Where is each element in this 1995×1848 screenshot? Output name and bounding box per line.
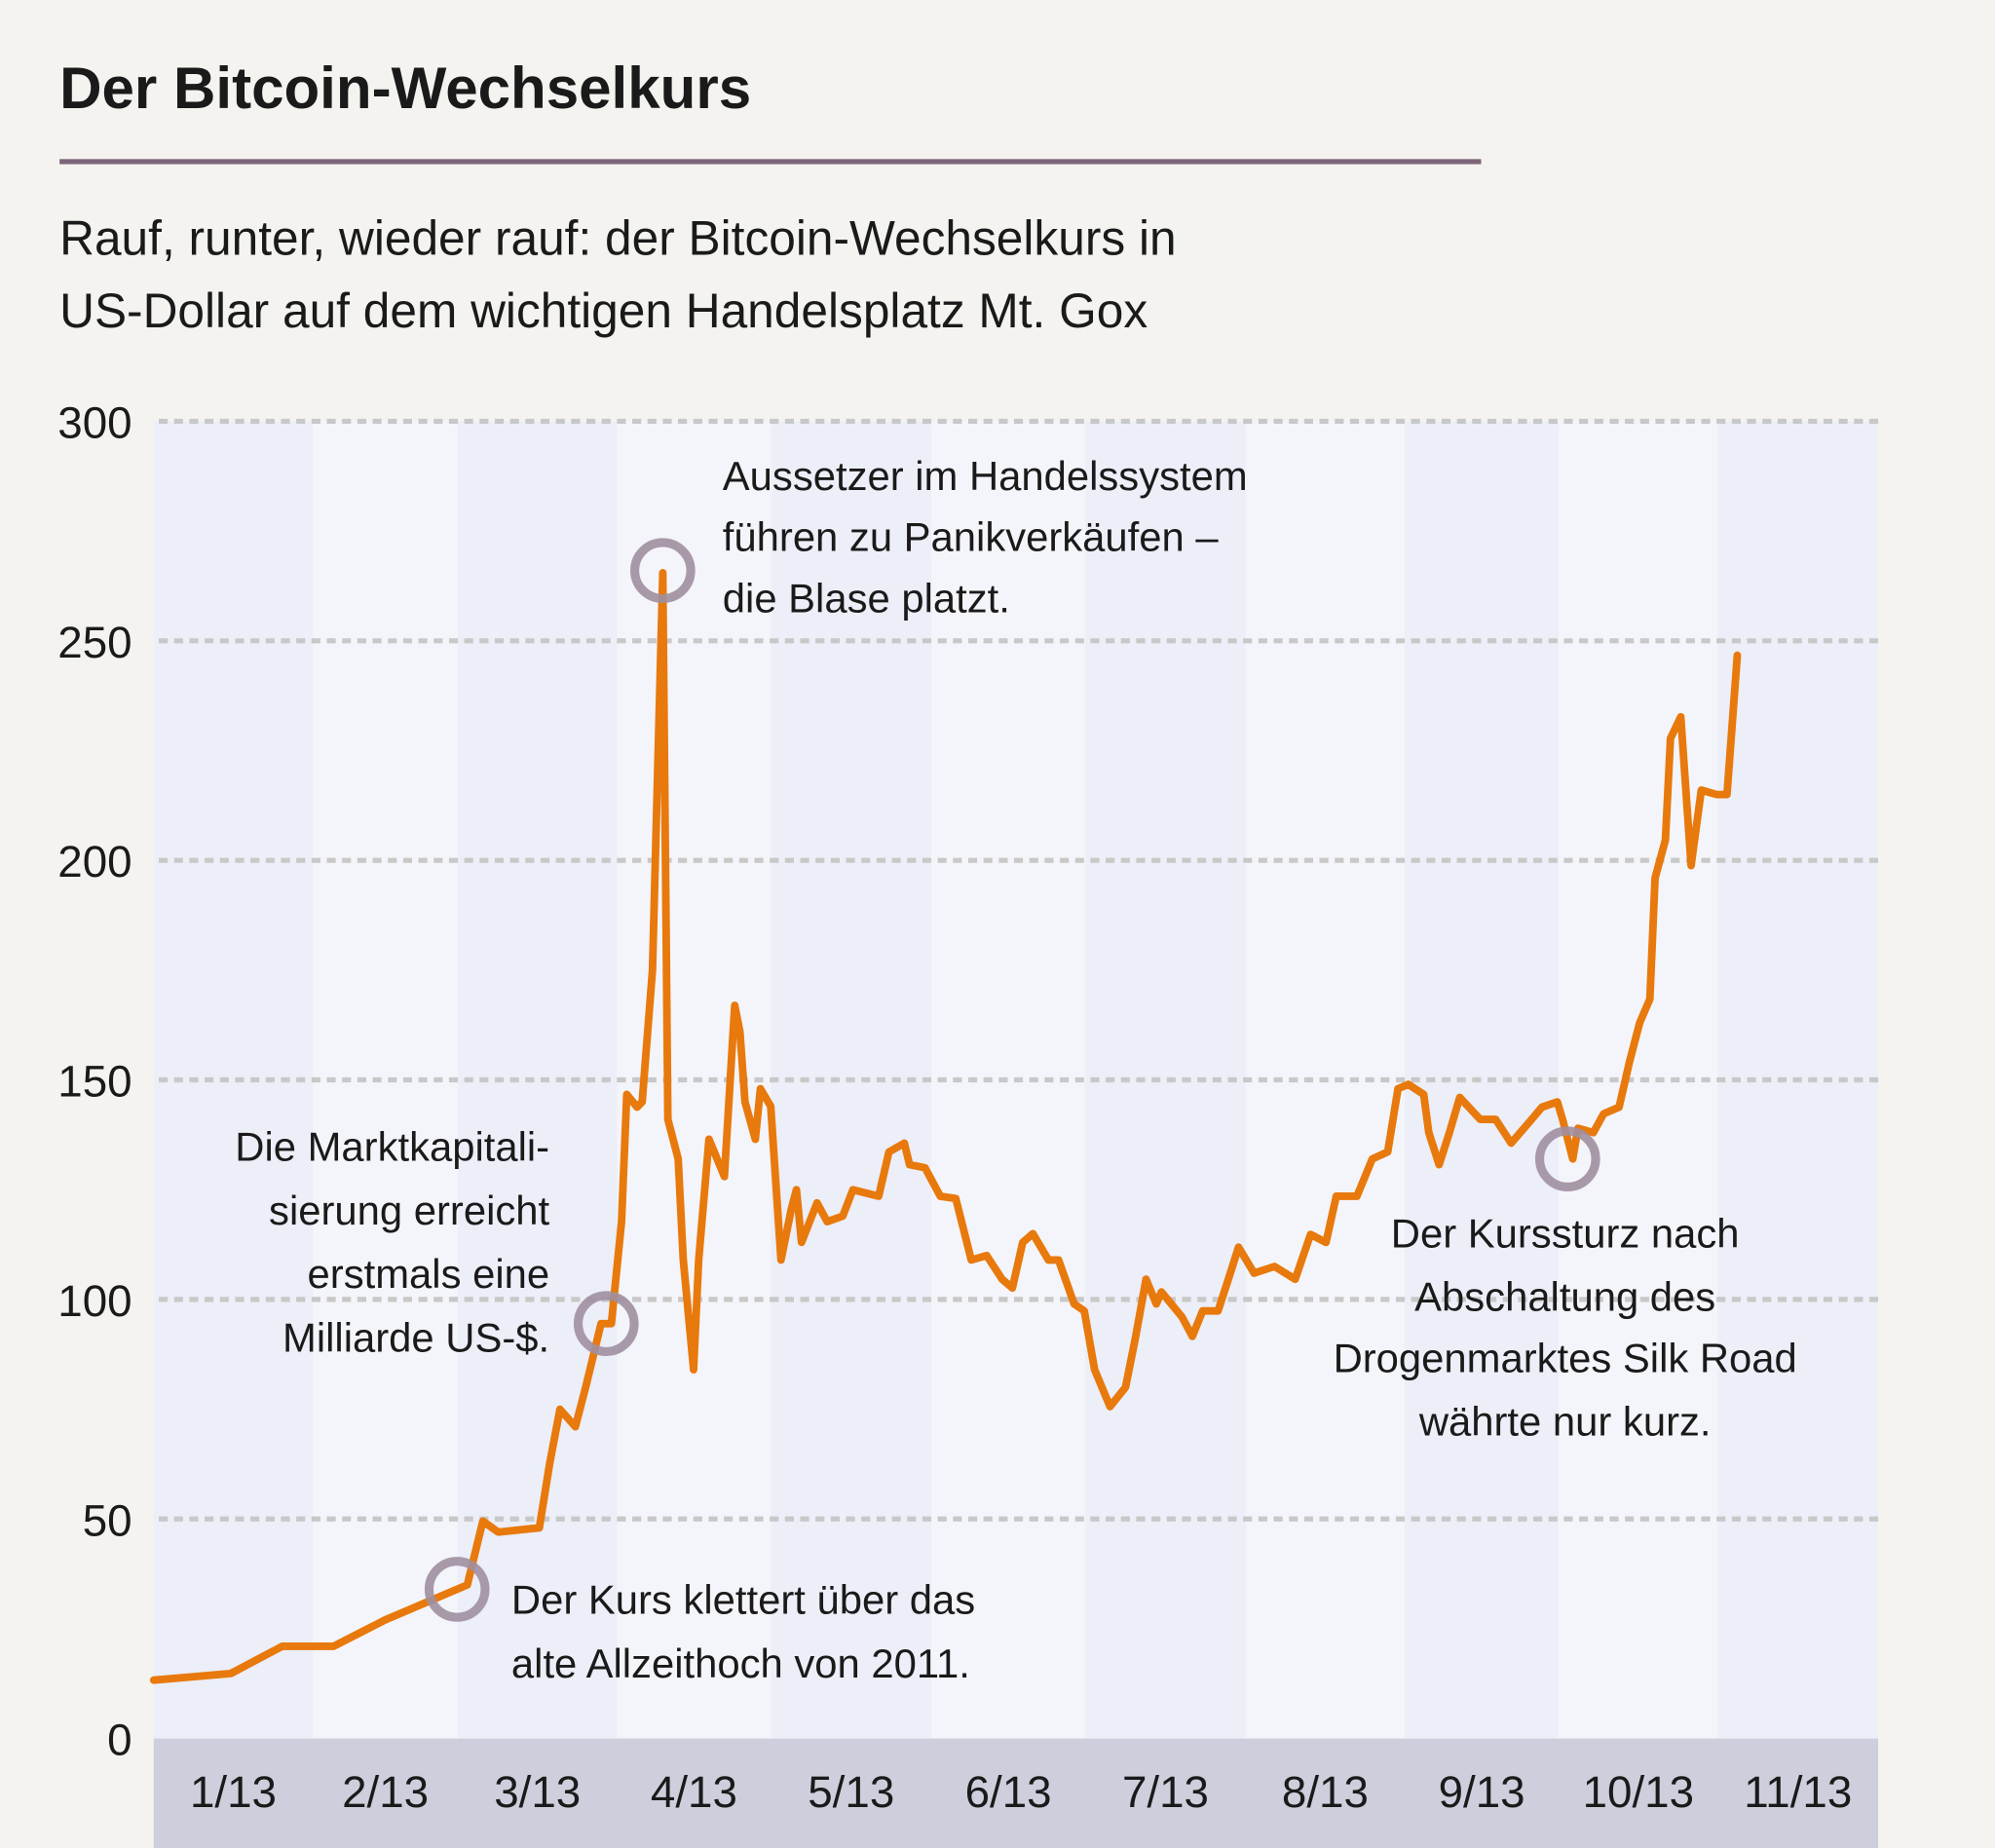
x-tick-label: 8/13 [1282, 1767, 1369, 1817]
annotation-ath: Der Kurs klettert über das alte Allzeith… [511, 1577, 975, 1686]
annotation-line: Der Kurssturz nach [1391, 1210, 1740, 1256]
x-tick-label: 10/13 [1583, 1767, 1694, 1817]
x-tick-label: 1/13 [190, 1767, 277, 1817]
gridlines [159, 418, 1879, 1522]
x-tick-label: 4/13 [651, 1767, 737, 1817]
annotation-line: alte Allzeithoch von 2011. [511, 1641, 970, 1686]
x-tick-label: 5/13 [808, 1767, 894, 1817]
y-tick-label: 200 [57, 837, 132, 886]
y-tick-label: 300 [57, 397, 132, 447]
annotation-line: die Blase platzt. [723, 575, 1010, 621]
highlight-circle-ath [424, 1557, 490, 1622]
subtitle-line-2: US-Dollar auf dem wichtigen Handelsplatz… [59, 283, 1148, 338]
x-tick-label: 7/13 [1122, 1767, 1209, 1817]
annotation-line: Die Marktkapitali- [235, 1124, 549, 1170]
annotation-silkroad: Der Kurssturz nach Abschaltung des Droge… [1334, 1210, 1797, 1444]
chart-title: Der Bitcoin-Wechselkurs [59, 56, 751, 121]
annotation-marketcap: Die Marktkapitali- sierung erreicht erst… [235, 1124, 549, 1361]
annotation-line: Milliarde US-$. [282, 1314, 549, 1360]
x-axis: 1/13 2/13 3/13 4/13 5/13 6/13 7/13 8/13 9/13 10/1… [190, 1767, 1852, 1817]
annotation-line: Drogenmarktes Silk Road [1334, 1335, 1797, 1380]
x-tick-label: 3/13 [494, 1767, 581, 1817]
x-tick-label: 2/13 [342, 1767, 429, 1817]
subtitle-line-1: Rauf, runter, wieder rauf: der Bitcoin-W… [59, 210, 1176, 265]
y-tick-label: 250 [57, 618, 132, 667]
x-tick-label: 6/13 [965, 1767, 1052, 1817]
x-axis-band [153, 1738, 1879, 1848]
highlight-circles [424, 538, 1600, 1622]
y-axis: 0 50 100 150 200 250 300 [57, 397, 132, 1764]
annotation-line: sierung erreicht [269, 1188, 549, 1233]
y-tick-label: 0 [107, 1716, 132, 1765]
price-line [149, 568, 1742, 1684]
y-tick-label: 50 [83, 1495, 132, 1545]
annotation-line: Aussetzer im Handelssystem [723, 453, 1248, 499]
highlight-circle-silkroad [1534, 1126, 1600, 1191]
title-rule [59, 159, 1482, 165]
annotation-line: währte nur kurz. [1418, 1399, 1712, 1445]
x-tick-label: 11/13 [1744, 1767, 1852, 1817]
highlight-circle-crash [630, 538, 696, 604]
highlight-circle-marketcap [573, 1291, 639, 1357]
annotation-crash: Aussetzer im Handelssystem führen zu Pan… [723, 453, 1248, 621]
x-tick-label: 9/13 [1439, 1767, 1525, 1817]
annotation-line: führen zu Panikverkäufen – [723, 514, 1220, 560]
annotation-line: Der Kurs klettert über das [511, 1577, 975, 1623]
annotation-line: erstmals eine [308, 1251, 550, 1297]
annotation-line: Abschaltung des [1414, 1274, 1715, 1320]
y-tick-label: 100 [57, 1276, 132, 1326]
y-tick-label: 150 [57, 1057, 132, 1107]
